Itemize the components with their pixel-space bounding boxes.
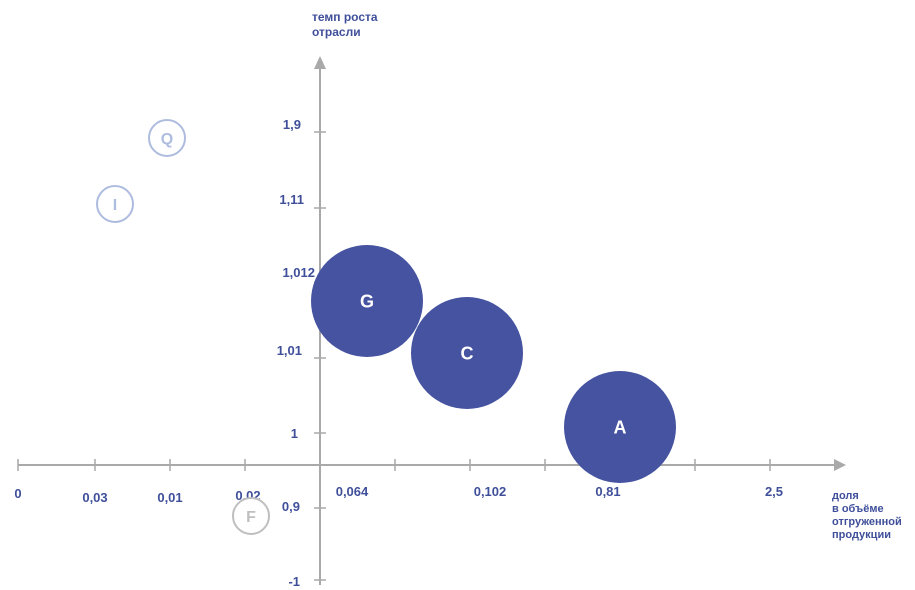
y-tick-label: 1,012 bbox=[282, 265, 315, 280]
y-tick-label: 1,11 bbox=[279, 192, 304, 207]
x-tick-label: 0,81 bbox=[595, 484, 620, 499]
y-axis-arrow bbox=[314, 56, 326, 69]
y-axis-title: темп роста отрасли bbox=[312, 10, 378, 40]
x-axis-title-line-4: продукции bbox=[832, 529, 891, 541]
bubble-circle bbox=[411, 297, 523, 409]
tick-labels: 0 0,03 0,01 0,02 0,064 0,102 0,81 2,51,91,111,0… bbox=[14, 117, 783, 589]
bubble-label: G bbox=[360, 291, 374, 311]
x-tick-label: 0,03 bbox=[82, 490, 107, 505]
bubble-f: F bbox=[232, 497, 270, 535]
x-tick-label: 2,5 bbox=[765, 484, 783, 499]
bubble-label: F bbox=[246, 509, 256, 526]
bubble-q: Q bbox=[148, 119, 186, 157]
bubble-label: Q bbox=[161, 131, 173, 148]
bubble-circle bbox=[148, 119, 186, 157]
x-axis-title-line-1: доля bbox=[832, 490, 859, 502]
bubble-circle bbox=[564, 371, 676, 483]
y-axis-title-line-2: отрасли bbox=[312, 25, 361, 39]
x-axis-title-line-3: отгруженной bbox=[832, 516, 902, 528]
bubble-label: I bbox=[113, 197, 117, 214]
x-tick-label: 0,064 bbox=[336, 484, 369, 499]
bubble-circle bbox=[311, 245, 423, 357]
x-tick-label: 0 bbox=[14, 486, 21, 501]
x-tick-label: 0,102 bbox=[474, 484, 507, 499]
bubble-label: C bbox=[461, 343, 474, 363]
x-tick-label: 0,01 bbox=[157, 490, 182, 505]
bubble-a: A bbox=[564, 371, 676, 483]
x-axis-title-line-2: в объёме bbox=[832, 503, 884, 515]
bubble-circle bbox=[232, 497, 270, 535]
bubble-c: C bbox=[411, 297, 523, 409]
y-axis-title-line-1: темп роста bbox=[312, 10, 378, 24]
y-tick-label: 1,9 bbox=[283, 117, 301, 132]
bubble-label: A bbox=[614, 417, 627, 437]
x-axis-arrow bbox=[834, 459, 846, 471]
bubble-g: G bbox=[311, 245, 423, 357]
x-axis-title: доля в объёме отгруженной продукции bbox=[832, 490, 902, 542]
bubble-i: I bbox=[96, 185, 134, 223]
y-tick-label: 1,01 bbox=[277, 343, 302, 358]
y-tick-label: 0,9 bbox=[282, 499, 300, 514]
bubble-circle bbox=[96, 185, 134, 223]
y-tick-label: -1 bbox=[288, 574, 300, 589]
bubbles: Q I F G C A bbox=[96, 119, 676, 535]
y-tick-label: 1 bbox=[291, 426, 298, 441]
